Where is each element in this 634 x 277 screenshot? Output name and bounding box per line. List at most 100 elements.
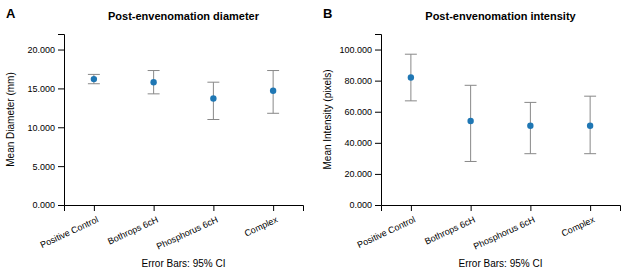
tick-mark — [375, 112, 381, 113]
tick-mark — [375, 205, 381, 206]
panel-label: A — [6, 6, 16, 21]
tick-mark — [375, 81, 381, 82]
tick: Complex — [243, 205, 280, 238]
tick: 80.000 — [344, 76, 381, 86]
tick-label: Positive Control — [356, 214, 417, 250]
x-axis-title: Error Bars: 95% CI — [459, 258, 543, 269]
tick-mark — [213, 205, 214, 211]
error-cap-high — [267, 70, 279, 71]
error-cap-low — [584, 153, 596, 154]
tick-mark — [375, 174, 381, 175]
error-cap-low — [148, 93, 160, 94]
error-cap-low — [267, 113, 279, 114]
tick: Positive Control — [39, 205, 100, 250]
tick-label: Phosphorus 6cH — [472, 214, 537, 251]
tick: 15.000 — [27, 84, 64, 94]
tick-mark — [273, 205, 274, 211]
tick-label: Phosphorus 6cH — [155, 214, 220, 251]
tick-label: Bothrops 6cH — [106, 214, 160, 246]
tick-mark — [154, 205, 155, 211]
y-axis-title: Mean Diameter (mm) — [5, 72, 16, 166]
tick-label: 0.000 — [32, 200, 55, 210]
dot — [587, 123, 593, 129]
tick-label: Positive Control — [39, 214, 100, 250]
tick-label: 5.000 — [32, 162, 55, 172]
error-cap-high — [465, 85, 477, 86]
tick-mark — [58, 88, 64, 89]
tick: 100.000 — [339, 45, 381, 55]
tick: 0.000 — [349, 200, 381, 210]
error-cap-low — [405, 100, 417, 101]
tick-mark — [590, 205, 591, 211]
tick-label: Complex — [243, 214, 280, 238]
dot — [467, 118, 473, 124]
tick-mark — [58, 50, 64, 51]
tick-label: Complex — [560, 214, 597, 238]
error-cap-high — [88, 74, 100, 75]
tick: Phosphorus 6cH — [155, 205, 220, 252]
error-bar — [207, 82, 219, 119]
tick: Bothrops 6cH — [106, 205, 160, 246]
tick-label: 80.000 — [344, 76, 372, 86]
x-axis: Positive ControlBothrops 6cHPhosphorus 6… — [356, 205, 621, 252]
axis-line — [58, 35, 65, 206]
error-cap-low — [88, 83, 100, 84]
error-cap-high — [148, 70, 160, 71]
tick-label: 100.000 — [339, 45, 372, 55]
tick: 10.000 — [27, 123, 64, 133]
tick-mark — [58, 127, 64, 128]
tick-label: 0.000 — [349, 200, 372, 210]
y-axis: 0.00020.00040.00060.00080.000100.000 — [339, 35, 381, 211]
axis-line — [65, 206, 304, 212]
error-cap-low — [207, 119, 219, 120]
error-cap-high — [207, 82, 219, 83]
error-cap-high — [524, 102, 536, 103]
tick-label: Bothrops 6cH — [423, 214, 477, 246]
y-axis: 0.000 5.000 10.000 15.000 20.000 — [27, 35, 64, 211]
tick-mark — [375, 50, 381, 51]
error-bar — [267, 71, 279, 114]
panel: 0.00020.00040.00060.00080.000100.000Posi… — [322, 6, 621, 269]
error-bar — [584, 96, 596, 154]
tick-mark — [411, 205, 412, 211]
panel-label: B — [323, 6, 332, 21]
dot — [527, 123, 533, 129]
title: Post-envenomation intensity — [425, 10, 576, 22]
error-cap-high — [584, 96, 596, 97]
dot — [91, 76, 97, 82]
axis-line — [382, 206, 621, 212]
tick: Phosphorus 6cH — [472, 205, 537, 252]
error-bar — [88, 74, 100, 83]
dot — [408, 74, 414, 80]
tick: 5.000 — [32, 162, 64, 172]
tick-label: 15.000 — [27, 84, 55, 94]
tick-label: 40.000 — [344, 138, 372, 148]
x-axis-title: Error Bars: 95% CI — [142, 258, 226, 269]
marks — [405, 54, 596, 161]
panel: 0.000 5.000 10.000 15.000 20.000 Positive Con… — [5, 6, 304, 269]
tick: 20.000 — [27, 45, 64, 55]
tick: 0.000 — [32, 200, 64, 210]
tick-mark — [94, 205, 95, 211]
tick-label: 10.000 — [27, 123, 55, 133]
tick: Bothrops 6cH — [423, 205, 477, 246]
tick-label: 20.000 — [344, 169, 372, 179]
error-bar — [524, 102, 536, 153]
tick: Positive Control — [356, 205, 417, 250]
error-bar — [405, 54, 417, 101]
dot — [210, 95, 216, 101]
axis-line — [375, 35, 382, 206]
title: Post-envenomation diameter — [108, 10, 260, 22]
tick-mark — [58, 166, 64, 167]
x-axis: Positive ControlBothrops 6cHPhosphorus 6… — [39, 205, 304, 252]
error-bar — [465, 85, 477, 161]
error-cap-high — [405, 54, 417, 55]
tick-mark — [58, 205, 64, 206]
y-axis-title: Mean Intensity (pixels) — [322, 69, 333, 169]
tick-mark — [471, 205, 472, 211]
tick: 40.000 — [344, 138, 381, 148]
error-cap-low — [465, 161, 477, 162]
dot — [150, 79, 156, 85]
tick: 20.000 — [344, 169, 381, 179]
tick-mark — [375, 143, 381, 144]
